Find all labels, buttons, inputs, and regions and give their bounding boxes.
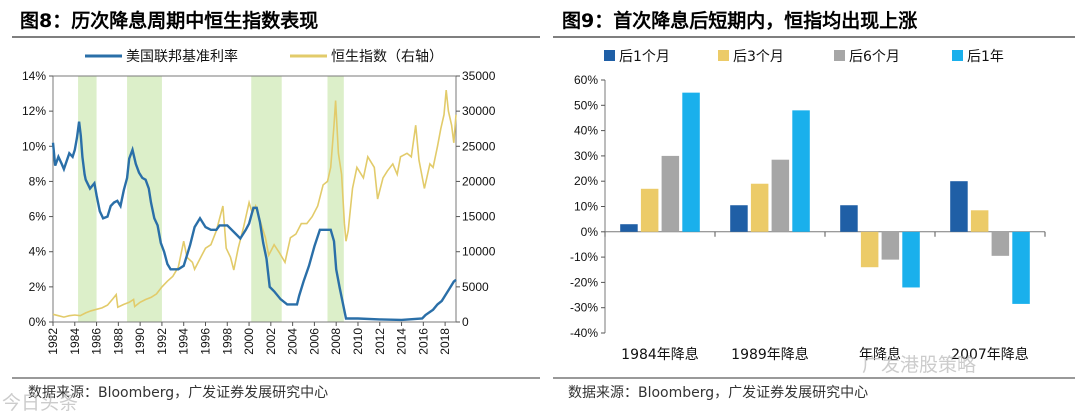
x-tick-label: 1994: [177, 328, 191, 355]
y-right-tick-label: 0: [462, 315, 469, 329]
y-left-tick-label: 8%: [29, 174, 47, 188]
x-tick-label: 1990: [133, 328, 147, 355]
bar-1-cat-3: [840, 205, 858, 232]
category-label: 2007年降息: [951, 346, 1029, 363]
bar-4-cat-1: [682, 92, 700, 232]
right-watermark: 广发港股策略: [862, 354, 976, 376]
category-label: 年降息: [859, 346, 901, 363]
left-chart-title: 图8：历次降息周期中恒生指数表现: [20, 9, 318, 32]
legend-label-3: 后6个月: [849, 49, 900, 65]
left-watermark: 今日头条: [2, 392, 78, 413]
bar-3-cat-2: [771, 159, 790, 232]
y-right-tick-label: 20000: [462, 174, 496, 188]
x-tick-label: 1986: [90, 328, 104, 355]
legend-label-2: 后3个月: [733, 49, 784, 65]
x-tick-label: 1982: [46, 328, 60, 355]
right-legend: 后1个月 后3个月 后6个月 后1年: [604, 49, 1004, 65]
x-tick-label: 1988: [111, 328, 125, 355]
legend-fed-label: 美国联邦基准利率: [126, 48, 238, 65]
easing-cycle-band-2: [127, 76, 162, 322]
y-tick-label: 20%: [574, 174, 598, 188]
category-label: 1984年降息: [621, 346, 699, 363]
x-tick-label: 1998: [220, 328, 234, 355]
right-chart-axes: -40% -30% -20% -10% 0% 10% 20% 30% 40% 50% 60% 1984…: [570, 73, 1046, 363]
y-right-tick-label: 25000: [462, 139, 496, 153]
bar-2-cat-3: [860, 231, 879, 268]
y-tick-label: -30%: [570, 301, 598, 315]
category-label: 1989年降息: [731, 346, 809, 363]
legend-swatch-1: [604, 50, 615, 61]
x-tick-label: 2018: [438, 328, 452, 355]
easing-cycle-band-4: [327, 76, 344, 322]
legend-swatch-4: [952, 50, 963, 61]
x-tick-label: 2016: [416, 328, 430, 355]
y-left-tick-label: 10%: [22, 139, 46, 153]
left-chart-axes: 0% 2% 4% 6% 8% 10% 12% 14% 0 5000 10000 15000 20000 2…: [22, 69, 496, 355]
x-tick-label: 2014: [395, 328, 409, 355]
easing-cycle-band-1: [78, 76, 97, 322]
x-tick-label: 2006: [307, 328, 321, 355]
left-source-note: 数据来源：Bloomberg，广发证券发展研究中心: [28, 385, 328, 401]
legend-swatch-2: [718, 50, 729, 61]
bar-2-cat-1: [640, 188, 659, 232]
right-chart-bars: [620, 92, 1030, 304]
y-tick-label: -40%: [570, 326, 598, 340]
x-tick-label: 2008: [329, 328, 343, 355]
y-tick-label: 10%: [574, 200, 598, 214]
y-right-tick-label: 30000: [462, 104, 496, 118]
x-tick-label: 1996: [198, 328, 212, 355]
right-panel: 图9：首次降息后短期内，恒指均出现上涨 后1个月 后3个月 后6个月 后1年 -40%…: [553, 9, 1075, 401]
x-tick-label: 2002: [264, 328, 278, 355]
y-left-tick-label: 6%: [29, 210, 47, 224]
bar-1-cat-4: [950, 181, 968, 232]
bar-4-cat-3: [902, 231, 920, 288]
legend-label-4: 后1年: [967, 49, 1004, 65]
bar-1-cat-1: [620, 224, 638, 232]
y-left-tick-label: 12%: [22, 104, 46, 118]
y-tick-label: 30%: [574, 149, 598, 163]
bar-3-cat-1: [661, 155, 680, 232]
y-tick-label: 50%: [574, 98, 598, 112]
y-left-tick-label: 2%: [29, 280, 47, 294]
easing-cycle-band-3: [251, 76, 282, 322]
y-left-tick-label: 4%: [29, 245, 47, 259]
y-tick-label: -10%: [570, 250, 598, 264]
hsi-line: [52, 90, 457, 318]
y-right-tick-label: 35000: [462, 69, 496, 83]
right-chart-title: 图9：首次降息后短期内，恒指均出现上涨: [562, 9, 917, 32]
y-tick-label: 0%: [581, 225, 599, 239]
y-tick-label: 40%: [574, 124, 598, 138]
x-tick-label: 2004: [286, 328, 300, 355]
left-panel: 图8：历次降息周期中恒生指数表现 0% 2% 4% 6% 8% 10% 12% 14% 0 500…: [2, 9, 540, 413]
y-right-tick-label: 15000: [462, 210, 496, 224]
bar-4-cat-2: [792, 110, 810, 232]
legend-label-1: 后1个月: [619, 49, 670, 65]
fed-rate-line: [51, 121, 457, 322]
bar-2-cat-2: [750, 183, 769, 232]
y-right-tick-label: 5000: [462, 280, 489, 294]
legend-swatch-3: [834, 50, 845, 61]
left-plot-frame: [52, 75, 457, 323]
x-tick-label: 2012: [373, 328, 387, 355]
bar-1-cat-2: [730, 205, 748, 232]
x-tick-label: 2010: [351, 328, 365, 355]
legend-hsi-label: 恒生指数（右轴）: [331, 49, 443, 65]
easing-cycle-shading: [78, 76, 344, 322]
y-right-tick-label: 10000: [462, 245, 496, 259]
right-source-note: 数据来源：Bloomberg，广发证券发展研究中心: [568, 385, 868, 401]
y-left-tick-label: 0%: [29, 315, 47, 329]
y-left-tick-label: 14%: [22, 69, 46, 83]
bar-3-cat-4: [991, 231, 1010, 256]
bar-3-cat-3: [881, 231, 900, 260]
bar-2-cat-4: [970, 210, 989, 232]
x-tick-label: 1984: [68, 328, 82, 355]
bar-4-cat-4: [1012, 231, 1030, 304]
left-legend: 美国联邦基准利率 恒生指数（右轴）: [85, 48, 443, 65]
x-tick-label: 2000: [242, 328, 256, 355]
x-tick-label: 1992: [155, 328, 169, 355]
y-tick-label: -20%: [570, 275, 598, 289]
y-tick-label: 60%: [574, 73, 598, 87]
